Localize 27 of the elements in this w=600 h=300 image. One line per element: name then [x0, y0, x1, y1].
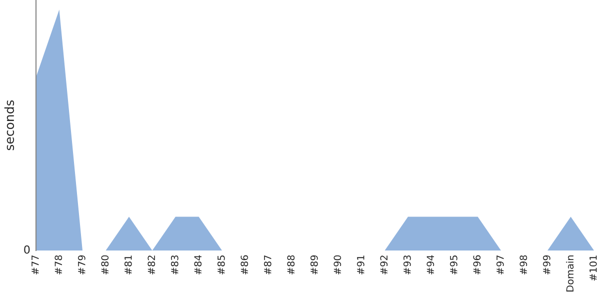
x-tick-label: #96: [473, 255, 481, 274]
x-tick-label: #82: [148, 256, 156, 274]
x-tick-label: #79: [78, 255, 86, 274]
x-tick-label: #81: [124, 256, 132, 274]
x-tick-label: #94: [426, 255, 434, 274]
x-tick-label: #90: [334, 255, 342, 274]
y-axis-title: seconds: [4, 100, 14, 150]
x-tick-label: #99: [542, 255, 550, 274]
x-tick-label: #98: [520, 255, 528, 274]
x-tick-label: Domain: [566, 255, 574, 292]
x-tick-label: #93: [403, 255, 411, 274]
annotation: 0: [24, 245, 30, 254]
x-tick-label: #92: [380, 256, 388, 274]
x-tick-label: #85: [217, 256, 225, 274]
x-tick-label: #87: [264, 256, 272, 274]
x-tick-label: #101: [589, 256, 597, 281]
x-tick-label: #89: [310, 255, 318, 274]
x-tick-label: #91: [356, 256, 364, 274]
x-tick-label: #95: [450, 256, 458, 274]
x-tick-label: #97: [496, 256, 504, 274]
x-tick-label: #86: [240, 255, 248, 274]
x-tick-label: #80: [101, 255, 109, 274]
x-tick-label: #84: [194, 255, 202, 274]
x-tick-label: #88: [287, 255, 295, 274]
x-tick-label: #77: [32, 256, 39, 274]
x-tick-label: #78: [54, 255, 62, 274]
x-tick-label: #83: [170, 255, 178, 274]
